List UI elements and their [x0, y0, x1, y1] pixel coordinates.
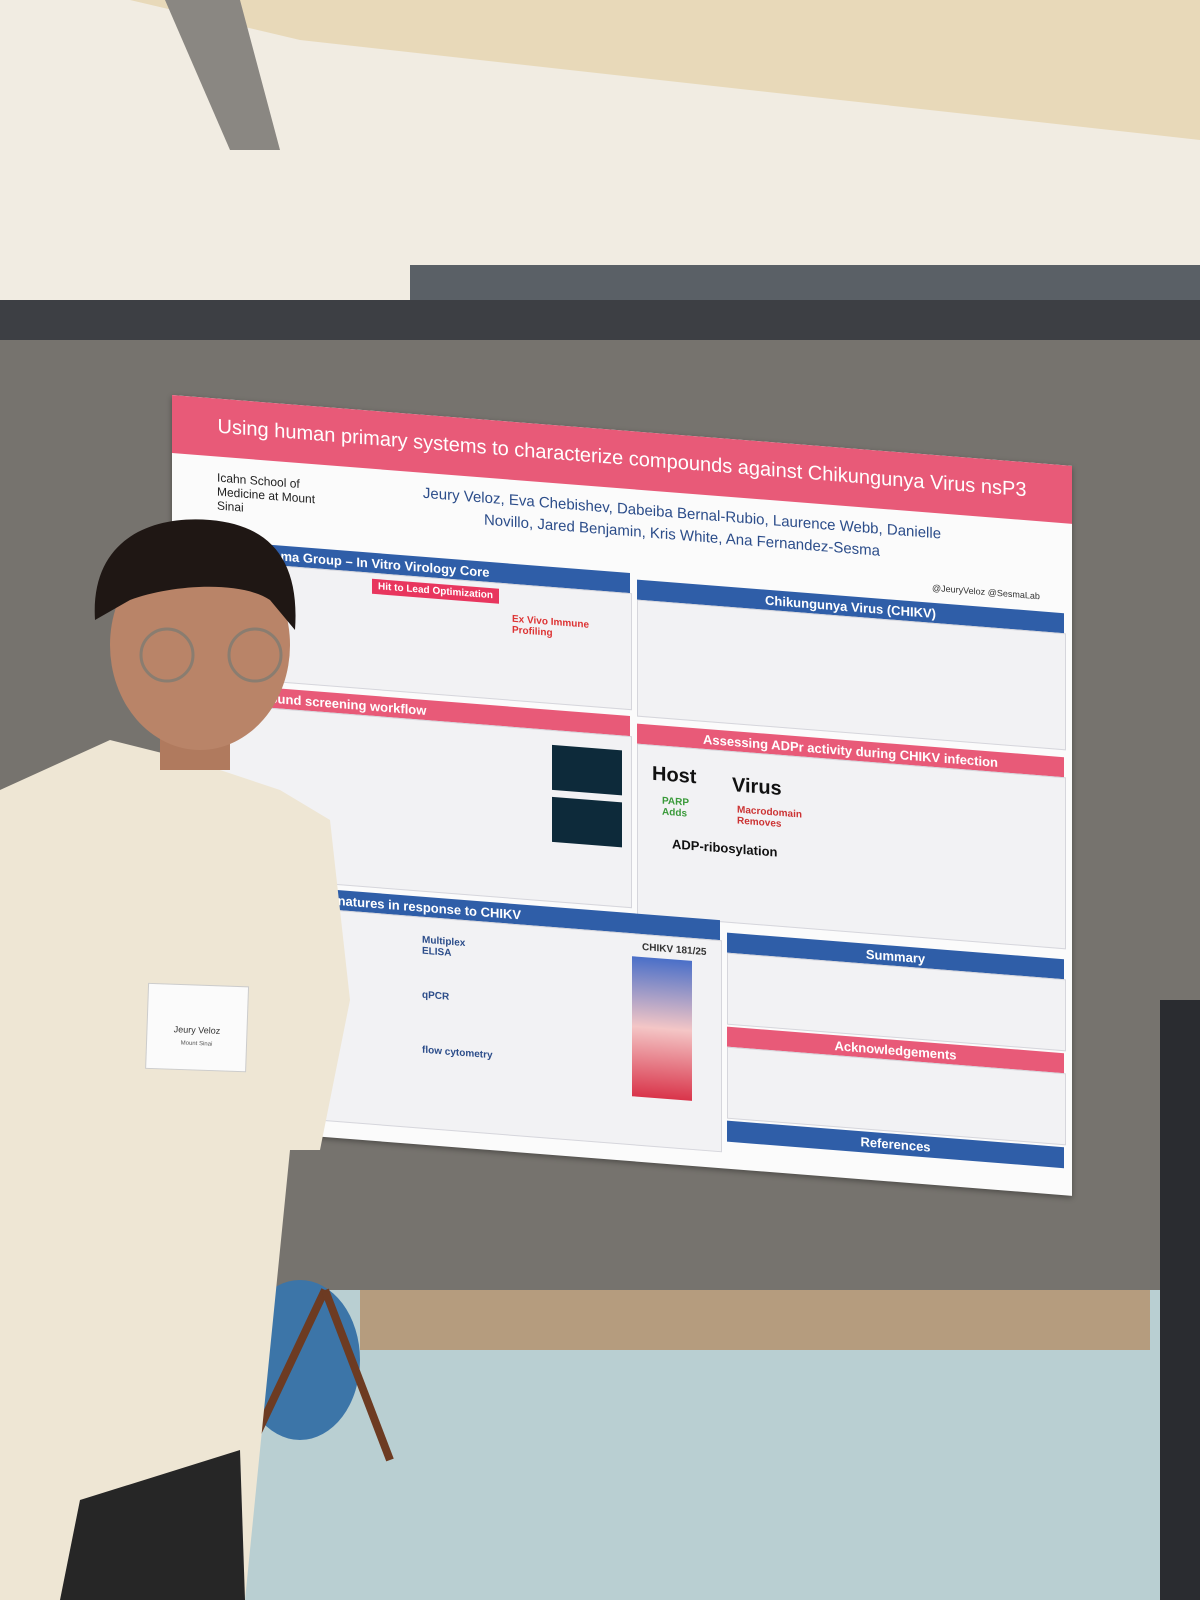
board-post [1160, 1000, 1200, 1600]
board-frame [0, 300, 1200, 340]
easel-leg [321, 1288, 394, 1462]
duct [165, 0, 280, 150]
ceiling-light [130, 0, 1200, 140]
hair [94, 519, 296, 630]
name-tag-card [145, 982, 250, 1073]
name-tag-affiliation: Mount Sinai [181, 1041, 213, 1048]
name-tag-name: Jeury Veloz [174, 1024, 221, 1036]
glasses [227, 627, 283, 683]
name-tag: Jeury Veloz Mount Sinai [145, 982, 250, 1073]
carpet-border [360, 1290, 1150, 1350]
shirt [0, 740, 350, 1600]
glasses [139, 627, 195, 683]
trousers [60, 1450, 245, 1600]
